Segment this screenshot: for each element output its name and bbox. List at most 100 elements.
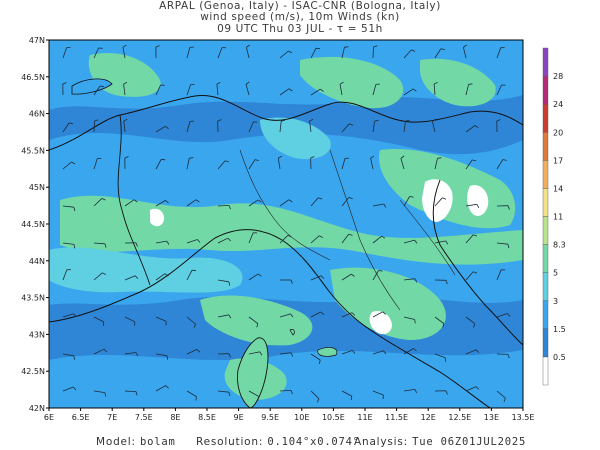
wind-barb [496, 269, 506, 281]
lat-tick-label: 44N [29, 257, 45, 266]
wind-barb [62, 386, 77, 392]
wind-barb [62, 47, 71, 59]
wind-barb [124, 316, 136, 326]
wind-barb [310, 235, 323, 244]
colorbar-level-label: 28 [553, 72, 563, 81]
colorbar-segment [542, 244, 549, 273]
wind-barb [248, 390, 259, 401]
wind-barb [155, 125, 169, 133]
wind-barb [370, 155, 375, 170]
wind-barb [341, 233, 353, 244]
wind-barb [372, 270, 383, 281]
coastline-west-italy [49, 229, 491, 408]
wind-barb [93, 272, 106, 281]
wind-barb [432, 118, 436, 133]
wind-barb [372, 311, 386, 318]
wind-barb [124, 242, 138, 247]
wind-barb [372, 203, 387, 208]
wind-barb [434, 353, 446, 362]
wind-barb [62, 242, 76, 249]
wind-barb [341, 273, 355, 281]
colorbar-segment [542, 47, 549, 77]
wind-barb [310, 156, 315, 170]
wind-barb [62, 205, 76, 212]
wind-speed-field [49, 40, 523, 408]
wind-barb [216, 81, 221, 96]
wind-barb [186, 316, 196, 328]
colorbar-segment [542, 300, 549, 330]
wind-barb [246, 44, 250, 59]
wind-barb [341, 46, 349, 59]
lon-tick-label: 9E [234, 413, 244, 422]
model-label: Model: [96, 436, 136, 448]
region-border-1 [239, 149, 331, 261]
wind-barb [434, 279, 448, 285]
lat-tick-label: 45N [29, 183, 45, 192]
wind-barb [279, 313, 294, 318]
footer-resolution: Resolution: 0.104°x0.074° [196, 436, 360, 448]
wind-barb [496, 84, 506, 96]
title-line-1: ARPAL (Genoa, Italy) - ISAC-CNR (Bologna… [159, 0, 441, 12]
wind-barb [62, 269, 71, 281]
wind-barb [403, 316, 416, 324]
lat-tick-label: 42N [29, 404, 45, 413]
colorbar-level-label: 20 [553, 128, 563, 137]
wind-barb [310, 353, 321, 364]
wind-barb [62, 122, 74, 133]
wind-barb [280, 279, 293, 284]
footer-model: Model: bolam [96, 436, 176, 448]
wind-barb [62, 161, 76, 170]
wind-barb [403, 278, 418, 283]
lat-tick-label: 47N [29, 36, 45, 45]
wind-barb [186, 269, 197, 281]
lon-tick-label: 6E [44, 413, 54, 422]
wind-barb [186, 390, 197, 401]
region-border-2 [329, 149, 401, 311]
field-patch-green-8 [420, 58, 496, 107]
wind-barb [372, 83, 380, 96]
lon-tick-label: 8E [170, 413, 180, 422]
wind-barb [434, 197, 447, 207]
calm-area-4 [150, 208, 165, 227]
wind-barb [124, 199, 138, 207]
wind-barb [310, 88, 324, 96]
wind-barb [341, 312, 356, 318]
wind-barb [465, 234, 478, 244]
wind-barb [93, 119, 99, 133]
wind-barb [403, 119, 410, 133]
calm-area-3 [369, 310, 392, 335]
wind-barb [310, 197, 323, 207]
france-italy-border [117, 114, 151, 286]
field-patch-green-7 [300, 56, 404, 109]
wind-barb [309, 118, 314, 133]
wind-barb [155, 316, 167, 326]
wind-barb [434, 157, 442, 170]
colorbar-level-label: 14 [553, 184, 563, 193]
wind-barb [245, 81, 250, 96]
wind-barb [217, 353, 231, 358]
lon-tick-label: 8.5E [198, 413, 216, 422]
wind-barb [465, 316, 476, 328]
wind-barb [93, 47, 103, 59]
wind-barb [372, 119, 379, 133]
wind-barb [62, 82, 67, 96]
wind-barb [403, 196, 414, 207]
wind-barb [496, 313, 511, 318]
wind-barb [403, 88, 417, 96]
analysis-label: Analysis: [354, 436, 408, 448]
analysis-value: Tue 06Z01JUL2025 [412, 436, 527, 448]
lon-tick-label: 13.5E [512, 413, 535, 422]
wind-barb [341, 197, 353, 207]
resolution-value: 0.104°x0.074° [267, 436, 360, 448]
wind-barb [403, 348, 417, 355]
lon-tick-label: 9.5E [261, 413, 279, 422]
field-patch-cyan-2 [260, 117, 331, 160]
lat-tick-label: 46.5N [21, 73, 45, 82]
wind-barb [341, 157, 350, 170]
wind-barb [93, 198, 106, 207]
wind-barb [434, 390, 448, 395]
island-giglio [317, 347, 338, 357]
lat-tick-label: 45.5N [21, 146, 45, 155]
wind-barb [279, 390, 293, 395]
